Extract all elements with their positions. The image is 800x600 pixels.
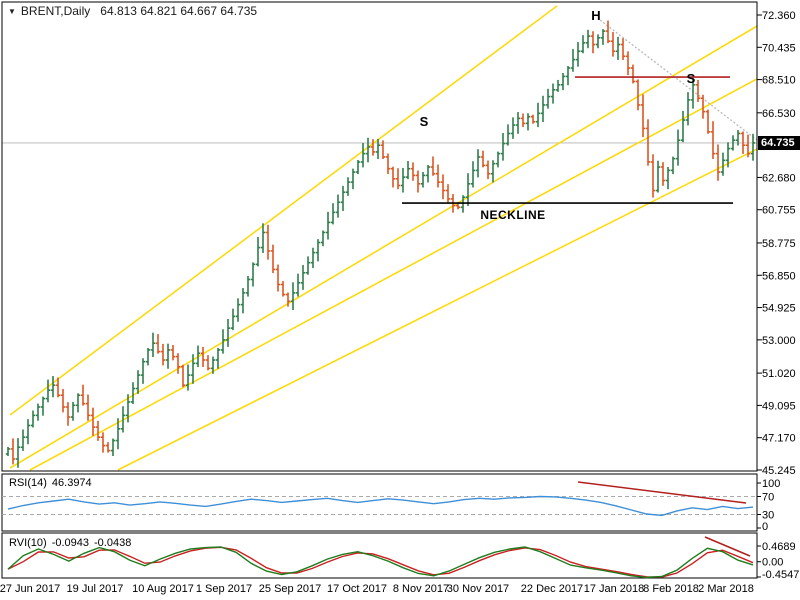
price-tick-label: 51.020 — [762, 368, 796, 380]
price-tick-label: 68.510 — [762, 75, 796, 87]
panel-frames — [1, 1, 758, 579]
price-tick-label: 66.530 — [762, 108, 796, 120]
rsi-scale-label: 100 — [762, 478, 780, 490]
price-tick-label: 70.435 — [762, 42, 796, 54]
symbol-period-label: BRENT,Daily — [20, 4, 91, 18]
date-tick-label: 2 Mar 2018 — [698, 583, 754, 595]
price-tick-label: 53.000 — [762, 335, 796, 347]
chart-title-bar: ▼ BRENT,Daily 64.813 64.821 64.667 64.735 — [8, 4, 257, 18]
price-scale[interactable]: 72.360 70.435 68.510 66.530 62.680 60.755 58.7… — [757, 10, 799, 581]
date-tick-label: 8 Feb 2018 — [643, 583, 699, 595]
date-tick-label: 30 Nov 2017 — [447, 583, 509, 595]
price-tick-label: 45.245 — [762, 465, 796, 477]
date-tick-label: 17 Jan 2018 — [584, 583, 645, 595]
price-tick-label: 56.850 — [762, 270, 796, 282]
rsi-scale-label: 70 — [762, 492, 774, 504]
price-tick-label: 47.170 — [762, 433, 796, 445]
rsi-scale-label: 30 — [762, 510, 774, 522]
price-tick-label: 60.755 — [762, 205, 796, 217]
rvi-scale-label: 0.00 — [762, 557, 783, 569]
price-tick-label: 62.680 — [762, 172, 796, 184]
date-tick-label: 1 Sep 2017 — [196, 583, 252, 595]
main-price-panel[interactable] — [2, 5, 757, 471]
rvi-panel[interactable] — [7, 536, 754, 579]
rvi-scale-label: -0.4547 — [762, 569, 799, 581]
rsi-panel[interactable] — [2, 481, 757, 517]
price-bars[interactable] — [5, 20, 756, 468]
rvi-scale-label: 0.4689 — [762, 541, 796, 553]
rsi-scale-label: 0 — [762, 521, 768, 533]
date-tick-label: 27 Jun 2017 — [0, 583, 60, 595]
date-tick-label: 8 Nov 2017 — [393, 583, 449, 595]
price-tick-label: 54.925 — [762, 303, 796, 315]
date-tick-label: 22 Dec 2017 — [521, 583, 583, 595]
date-tick-label: 19 Jul 2017 — [67, 583, 124, 595]
rvi-signal-line — [7, 546, 754, 578]
symbol-dropdown-icon[interactable]: ▼ — [8, 7, 16, 16]
rsi-line — [7, 495, 754, 517]
price-tick-label: 72.360 — [762, 10, 796, 22]
date-scale[interactable]: 27 Jun 2017 19 Jul 2017 10 Aug 2017 1 Sep 2… — [0, 583, 754, 595]
date-tick-label: 10 Aug 2017 — [132, 583, 194, 595]
ohlc-quote-label: 64.813 64.821 64.667 64.735 — [100, 4, 258, 18]
price-tick-label: 58.775 — [762, 238, 796, 250]
price-tick-label: 49.095 — [762, 400, 796, 412]
date-tick-label: 25 Sep 2017 — [259, 583, 321, 595]
rvi-line — [7, 546, 754, 579]
date-tick-label: 17 Oct 2017 — [327, 583, 387, 595]
